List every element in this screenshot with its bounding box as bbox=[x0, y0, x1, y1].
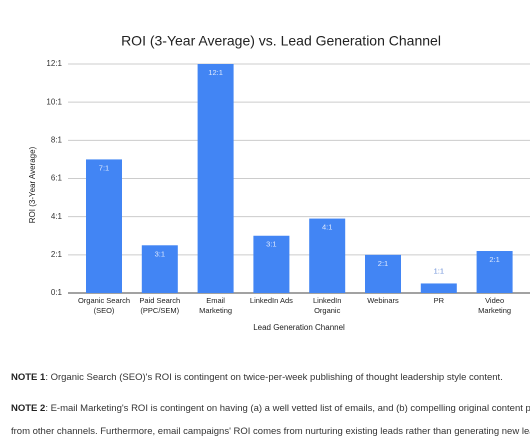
y-axis-title: ROI (3-Year Average) bbox=[28, 146, 37, 223]
note-line: NOTE 2: E-mail Marketing's ROI is contin… bbox=[11, 397, 530, 420]
x-tick-label: Email bbox=[206, 296, 225, 305]
value-label: 4:1 bbox=[322, 223, 332, 232]
value-label: 12:1 bbox=[208, 68, 223, 77]
y-tick-label: 0:1 bbox=[51, 288, 63, 297]
x-tick-label: Webinars bbox=[367, 296, 399, 305]
bar bbox=[86, 159, 122, 293]
value-label: 3:1 bbox=[266, 240, 276, 249]
value-label: 1:1 bbox=[434, 266, 444, 275]
y-tick-label: 2:1 bbox=[51, 250, 63, 259]
bar bbox=[476, 251, 513, 293]
bar bbox=[420, 283, 457, 293]
x-tick-label: PR bbox=[434, 296, 445, 305]
y-tick-label: 12:1 bbox=[46, 59, 62, 68]
note-label: NOTE 1 bbox=[11, 372, 46, 383]
value-label: 7:1 bbox=[99, 163, 109, 172]
bar bbox=[253, 235, 290, 293]
x-axis-title: Lead Generation Channel bbox=[253, 323, 345, 332]
bar bbox=[365, 254, 401, 293]
note-line: NOTE 1: Organic Search (SEO)'s ROI is co… bbox=[11, 366, 530, 389]
value-label: 2:1 bbox=[378, 259, 388, 268]
note-text: : E-mail Marketing's ROI is contingent o… bbox=[45, 403, 530, 414]
y-tick-label: 6:1 bbox=[51, 174, 63, 183]
bar bbox=[197, 64, 234, 293]
x-tick-label: Marketing bbox=[199, 306, 232, 315]
chart: ROI (3-Year Average) vs. Lead Generation… bbox=[28, 33, 530, 332]
y-tick-label: 8:1 bbox=[51, 135, 63, 144]
x-tick-label: Video bbox=[485, 296, 504, 305]
x-tick-label: (PPC/SEM) bbox=[140, 306, 179, 315]
bar bbox=[309, 218, 346, 293]
x-tick-label: Organic Search bbox=[78, 296, 130, 305]
x-tick-label: (SEO) bbox=[94, 306, 115, 315]
value-label: 3:1 bbox=[155, 249, 165, 258]
x-tick-label: Paid Search bbox=[139, 296, 180, 305]
chart-title: ROI (3-Year Average) vs. Lead Generation… bbox=[121, 33, 441, 49]
note-line: from other channels. Furthermore, email … bbox=[11, 420, 530, 443]
x-tick-label: Organic bbox=[314, 306, 341, 315]
note-text: : Organic Search (SEO)'s ROI is continge… bbox=[45, 372, 503, 383]
y-tick-label: 10:1 bbox=[46, 97, 62, 106]
x-tick-label: LinkedIn bbox=[313, 296, 341, 305]
note-label: NOTE 2 bbox=[11, 403, 46, 414]
x-tick-label: Marketing bbox=[478, 306, 511, 315]
x-tick-label: LinkedIn Ads bbox=[250, 296, 293, 305]
note-text: from other channels. Furthermore, email … bbox=[11, 426, 530, 437]
bar bbox=[141, 245, 178, 293]
y-tick-label: 4:1 bbox=[51, 212, 63, 221]
notes: NOTE 1: Organic Search (SEO)'s ROI is co… bbox=[11, 366, 530, 443]
value-label: 2:1 bbox=[489, 255, 499, 264]
